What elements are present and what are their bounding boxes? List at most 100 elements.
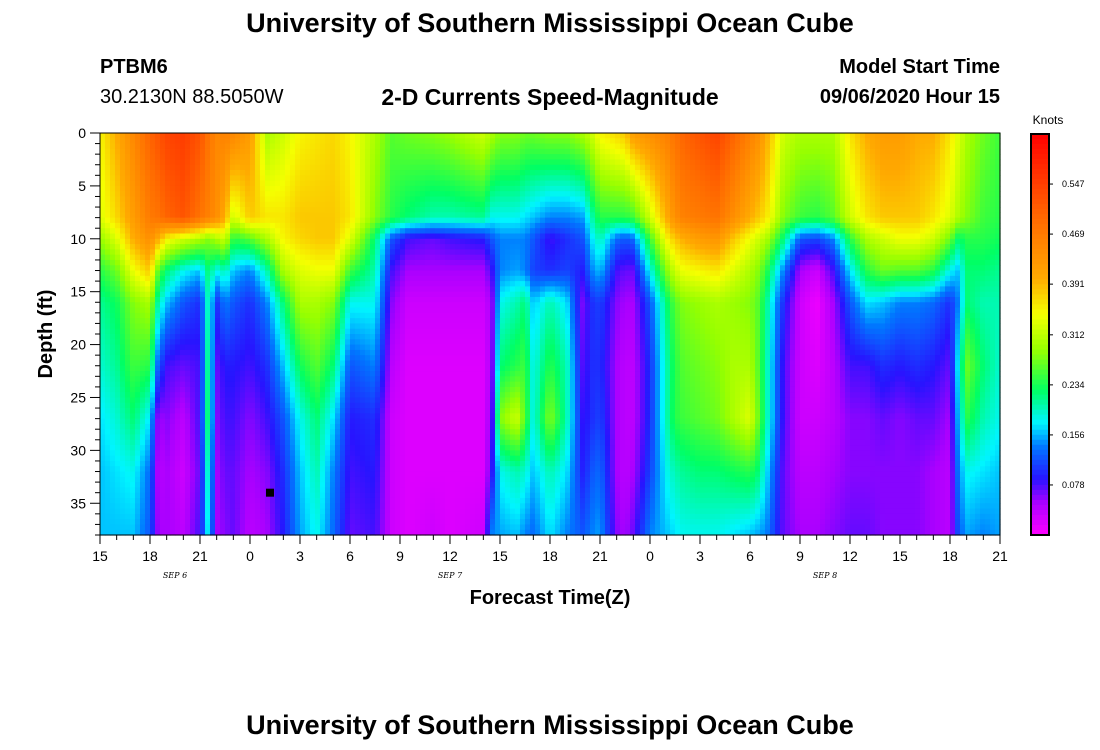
heatmap-cell — [195, 286, 201, 293]
heatmap-cell — [320, 524, 326, 531]
heatmap-cell — [405, 302, 411, 309]
heatmap-cell — [415, 201, 421, 208]
heatmap-cell — [275, 349, 281, 356]
heatmap-cell — [255, 323, 261, 330]
heatmap-cell — [210, 296, 216, 303]
heatmap-cell — [210, 413, 216, 420]
heatmap-cell — [155, 185, 161, 192]
heatmap-cell — [130, 371, 136, 377]
heatmap-cell — [215, 418, 221, 425]
heatmap-cell — [330, 244, 336, 250]
heatmap-cell — [425, 228, 431, 235]
heatmap-cell — [180, 196, 186, 203]
heatmap-cell — [415, 529, 421, 536]
heatmap-cell — [280, 196, 286, 203]
heatmap-cell — [150, 349, 156, 356]
heatmap-cell — [290, 207, 296, 213]
heatmap-cell — [140, 212, 146, 219]
heatmap-cell — [145, 222, 151, 229]
heatmap-cell — [180, 270, 186, 277]
heatmap-cell — [160, 212, 166, 219]
heatmap-cell — [250, 402, 256, 409]
heatmap-cell — [200, 159, 206, 166]
heatmap-cell — [265, 323, 271, 330]
heatmap-cell — [400, 450, 406, 457]
heatmap-cell — [165, 408, 171, 414]
heatmap-cell — [230, 318, 236, 325]
heatmap-cell — [310, 196, 316, 203]
heatmap-cell — [395, 460, 401, 467]
heatmap-cell — [295, 413, 301, 420]
heatmap-cell — [305, 159, 311, 166]
heatmap-cell — [245, 376, 251, 383]
heatmap-cell — [410, 376, 416, 383]
heatmap-cell — [145, 254, 151, 261]
heatmap-cell — [290, 360, 296, 367]
heatmap-cell — [220, 418, 226, 425]
heatmap-cell — [370, 265, 376, 272]
heatmap-cell — [220, 265, 226, 272]
heatmap-cell — [145, 148, 151, 155]
heatmap-cell — [380, 180, 386, 187]
heatmap-cell — [120, 133, 126, 139]
heatmap-cell — [420, 270, 426, 277]
heatmap-cell — [160, 392, 166, 399]
heatmap-cell — [140, 275, 146, 282]
heatmap-cell — [120, 471, 126, 478]
heatmap-cell — [160, 154, 166, 161]
heatmap-cell — [170, 238, 176, 245]
heatmap-cell — [165, 265, 171, 272]
heatmap-cell — [345, 154, 351, 161]
heatmap-cell — [170, 413, 176, 420]
heatmap-cell — [315, 381, 321, 388]
heatmap-cell — [310, 349, 316, 356]
heatmap-cell — [255, 423, 261, 430]
heatmap-cell — [105, 207, 111, 213]
heatmap-cell — [100, 376, 106, 383]
heatmap-cell — [370, 212, 376, 219]
heatmap-cell — [265, 434, 271, 441]
heatmap-cell — [265, 154, 271, 161]
heatmap-cell — [395, 228, 401, 235]
heatmap-cell — [210, 497, 216, 504]
heatmap-cell — [210, 360, 216, 367]
heatmap-cell — [220, 376, 226, 383]
heatmap-cell — [385, 291, 391, 298]
heatmap-cell — [170, 371, 176, 377]
heatmap-cell — [295, 529, 301, 536]
main-title: University of Southern Mississippi Ocean… — [246, 8, 854, 38]
heatmap-cell — [365, 244, 371, 250]
heatmap-cell — [315, 519, 321, 526]
heatmap-cell — [275, 471, 281, 478]
heatmap-cell — [100, 445, 106, 451]
heatmap-cell — [350, 376, 356, 383]
heatmap-cell — [275, 323, 281, 330]
heatmap-cell — [120, 159, 126, 166]
heatmap-cell — [260, 386, 266, 393]
heatmap-cell — [105, 175, 111, 182]
heatmap-cell — [400, 296, 406, 303]
heatmap-cell — [325, 487, 331, 494]
heatmap-cell — [275, 524, 281, 531]
heatmap-cell — [215, 228, 221, 235]
heatmap-cell — [250, 238, 256, 245]
heatmap-cell — [125, 402, 131, 409]
heatmap-cell — [245, 482, 251, 488]
heatmap-cell — [180, 408, 186, 414]
heatmap-cell — [105, 349, 111, 356]
heatmap-cell — [375, 196, 381, 203]
heatmap-cell — [180, 201, 186, 208]
heatmap-cell — [170, 196, 176, 203]
heatmap-cell — [265, 529, 271, 536]
heatmap-cell — [375, 233, 381, 240]
heatmap-cell — [325, 265, 331, 272]
heatmap-cell — [250, 159, 256, 166]
heatmap-cell — [160, 312, 166, 319]
heatmap-cell — [125, 143, 131, 150]
heatmap-cell — [130, 492, 136, 499]
heatmap-cell — [130, 524, 136, 531]
heatmap-cell — [185, 365, 191, 372]
heatmap-cell — [360, 233, 366, 240]
heatmap-cell — [185, 386, 191, 393]
heatmap-cell — [115, 175, 121, 182]
